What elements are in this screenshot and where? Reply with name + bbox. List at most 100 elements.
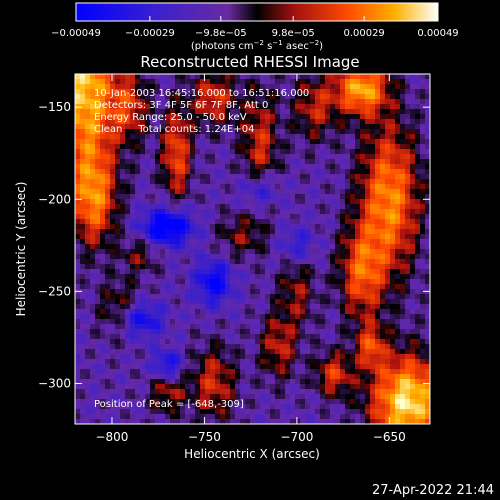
heat-cell — [425, 409, 430, 414]
heat-cell — [370, 284, 375, 289]
heat-cell — [300, 74, 305, 79]
heat-cell — [290, 154, 295, 159]
heat-cell — [275, 414, 280, 419]
heat-cell — [285, 199, 290, 204]
heat-cell — [155, 109, 160, 114]
heat-cell — [115, 104, 120, 109]
heat-cell — [75, 409, 80, 414]
heat-cell — [75, 254, 80, 259]
heat-cell — [140, 129, 145, 134]
heat-cell — [425, 339, 430, 344]
heat-cell — [165, 224, 170, 229]
heat-cell — [360, 404, 365, 409]
heat-cell — [340, 109, 345, 114]
heat-cell — [340, 179, 345, 184]
heat-cell — [330, 174, 335, 179]
heat-cell — [125, 129, 130, 134]
heat-cell — [370, 89, 375, 94]
heat-cell — [295, 404, 300, 409]
heat-cell — [340, 114, 345, 119]
heat-cell — [375, 179, 380, 184]
heat-cell — [310, 259, 315, 264]
heat-cell — [95, 164, 100, 169]
heat-cell — [155, 119, 160, 124]
heat-cell — [255, 304, 260, 309]
heat-cell — [205, 169, 210, 174]
heat-cell — [130, 114, 135, 119]
heat-cell — [395, 299, 400, 304]
heat-cell — [185, 359, 190, 364]
heat-cell — [100, 179, 105, 184]
heat-cell — [245, 164, 250, 169]
heat-cell — [230, 344, 235, 349]
heat-cell — [170, 314, 175, 319]
heat-cell — [370, 109, 375, 114]
heat-cell — [405, 299, 410, 304]
heat-cell — [90, 349, 95, 354]
heat-cell — [115, 409, 120, 414]
heat-cell — [315, 334, 320, 339]
heat-cell — [100, 94, 105, 99]
heat-cell — [300, 319, 305, 324]
heat-cell — [390, 244, 395, 249]
heat-cell — [240, 219, 245, 224]
heat-cell — [240, 344, 245, 349]
heat-cell — [355, 259, 360, 264]
heat-cell — [310, 399, 315, 404]
heat-cell — [120, 379, 125, 384]
heat-cell — [370, 399, 375, 404]
heat-cell — [120, 374, 125, 379]
heat-cell — [265, 309, 270, 314]
heat-cell — [380, 294, 385, 299]
heat-cell — [210, 214, 215, 219]
heat-cell — [355, 324, 360, 329]
heat-cell — [340, 369, 345, 374]
heat-cell — [195, 219, 200, 224]
heat-cell — [200, 269, 205, 274]
heat-cell — [385, 409, 390, 414]
heat-cell — [110, 399, 115, 404]
heat-cell — [395, 149, 400, 154]
heat-cell — [85, 344, 90, 349]
heat-cell — [270, 409, 275, 414]
heat-cell — [210, 94, 215, 99]
heat-cell — [120, 239, 125, 244]
heat-cell — [415, 299, 420, 304]
heat-cell — [410, 79, 415, 84]
heat-cell — [285, 329, 290, 334]
heat-cell — [385, 249, 390, 254]
heat-cell — [415, 344, 420, 349]
heat-cell — [85, 184, 90, 189]
heat-cell — [390, 334, 395, 339]
heat-cell — [265, 254, 270, 259]
heat-cell — [90, 134, 95, 139]
heat-cell — [105, 149, 110, 154]
heat-cell — [80, 304, 85, 309]
heat-cell — [290, 109, 295, 114]
heat-cell — [345, 359, 350, 364]
heat-cell — [215, 389, 220, 394]
heat-cell — [180, 189, 185, 194]
heat-cell — [80, 144, 85, 149]
heat-cell — [350, 269, 355, 274]
heat-cell — [195, 279, 200, 284]
heat-cell — [120, 139, 125, 144]
heat-cell — [250, 369, 255, 374]
heat-cell — [365, 279, 370, 284]
heat-cell — [300, 259, 305, 264]
heat-cell — [335, 244, 340, 249]
heat-cell — [115, 344, 120, 349]
heat-cell — [130, 74, 135, 79]
heat-cell — [220, 324, 225, 329]
heat-cell — [215, 104, 220, 109]
heat-cell — [260, 154, 265, 159]
heat-cell — [165, 144, 170, 149]
heat-cell — [245, 384, 250, 389]
heat-cell — [400, 139, 405, 144]
heat-cell — [365, 309, 370, 314]
heat-cell — [310, 324, 315, 329]
heat-cell — [175, 104, 180, 109]
heat-cell — [105, 369, 110, 374]
heat-cell — [205, 404, 210, 409]
heat-cell — [190, 289, 195, 294]
